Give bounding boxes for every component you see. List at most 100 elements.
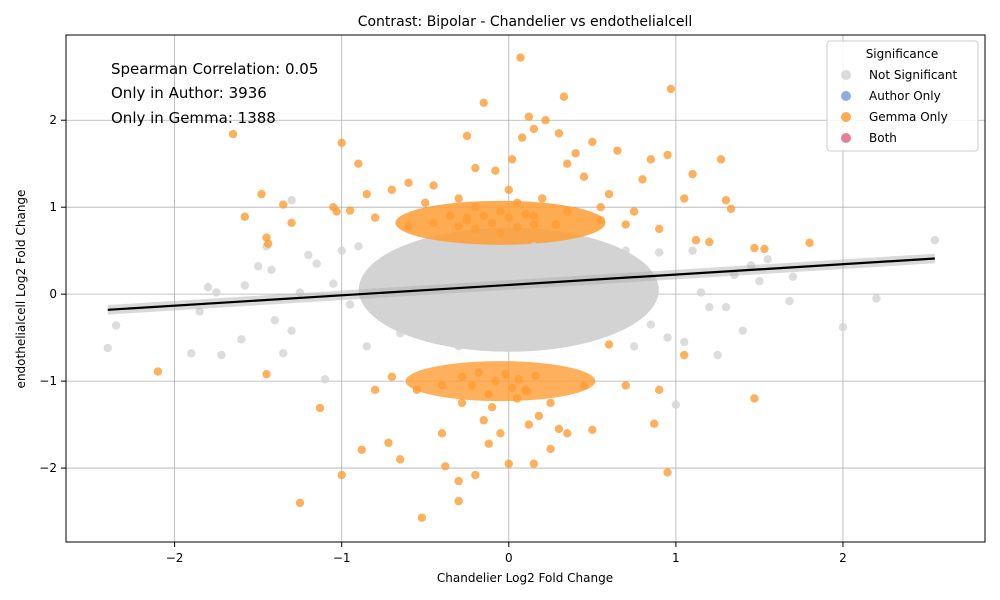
data-point bbox=[345, 206, 355, 215]
axis-ticks: −2 −1 0 1 2 −2 −1 0 1 2 bbox=[39, 113, 846, 565]
data-point bbox=[507, 155, 517, 164]
data-point bbox=[295, 288, 305, 297]
y-tick-label: 2 bbox=[49, 113, 57, 127]
data-point bbox=[267, 265, 276, 275]
x-tick-label: 2 bbox=[839, 551, 847, 565]
series-gemma-only bbox=[153, 53, 814, 522]
legend-marker-gemma-only bbox=[841, 112, 851, 122]
data-point bbox=[454, 476, 463, 486]
data-point bbox=[517, 133, 527, 142]
data-point bbox=[872, 294, 881, 303]
data-point bbox=[370, 213, 380, 222]
x-axis-label: Chandelier Log2 Fold Change bbox=[437, 571, 613, 585]
annotation-spearman: Spearman Correlation: 0.05 bbox=[111, 60, 318, 78]
data-point bbox=[487, 218, 497, 228]
data-point bbox=[203, 282, 213, 292]
data-point bbox=[588, 425, 597, 435]
data-point bbox=[738, 326, 747, 335]
data-point bbox=[287, 326, 296, 335]
data-point bbox=[421, 272, 430, 281]
data-point bbox=[462, 216, 472, 225]
series-gemma-only bbox=[454, 209, 540, 399]
legend-label-gemma-only: Gemma Only bbox=[869, 110, 948, 124]
data-point bbox=[559, 92, 569, 101]
data-point bbox=[187, 349, 196, 358]
data-point bbox=[507, 383, 517, 393]
data-point bbox=[930, 236, 940, 245]
series-not-significant bbox=[103, 196, 940, 409]
data-point bbox=[654, 224, 664, 234]
y-axis-label: endothelialcell Log2 Fold Change bbox=[14, 190, 28, 389]
data-point bbox=[462, 333, 472, 342]
data-point bbox=[471, 276, 480, 286]
data-point bbox=[467, 381, 477, 390]
data-point bbox=[370, 263, 380, 273]
data-point bbox=[654, 248, 664, 257]
data-point bbox=[304, 250, 313, 260]
data-point bbox=[563, 207, 572, 216]
data-point bbox=[395, 455, 405, 464]
data-point bbox=[671, 400, 681, 409]
data-point bbox=[638, 175, 647, 184]
data-point bbox=[529, 124, 539, 134]
data-point bbox=[329, 279, 338, 288]
data-point bbox=[479, 98, 488, 108]
data-point bbox=[337, 246, 346, 255]
data-point bbox=[370, 385, 380, 395]
regression-fit-line bbox=[107, 257, 935, 311]
data-point bbox=[467, 288, 477, 297]
data-point bbox=[437, 381, 447, 390]
y-tick-label: 1 bbox=[49, 200, 57, 214]
data-point bbox=[487, 255, 497, 264]
data-point bbox=[270, 316, 280, 325]
plot-frame bbox=[65, 34, 986, 543]
data-point bbox=[454, 222, 463, 231]
data-point bbox=[195, 307, 204, 316]
data-point bbox=[514, 375, 524, 384]
data-point bbox=[688, 246, 697, 255]
data-point bbox=[228, 129, 238, 139]
x-tick-label: −1 bbox=[333, 551, 351, 565]
data-point bbox=[312, 259, 321, 268]
data-point bbox=[454, 194, 463, 203]
y-tick-label: 0 bbox=[49, 287, 57, 301]
data-point bbox=[357, 445, 366, 455]
x-tick-label: 0 bbox=[505, 551, 513, 565]
data-point bbox=[217, 350, 226, 360]
data-point bbox=[354, 159, 363, 168]
data-point bbox=[496, 229, 505, 238]
data-point bbox=[441, 462, 450, 471]
annotation-author-only: Only in Author: 3936 bbox=[111, 84, 267, 102]
data-point bbox=[471, 224, 480, 234]
data-point bbox=[524, 112, 534, 121]
data-point bbox=[484, 389, 493, 399]
data-point bbox=[726, 204, 736, 214]
data-point bbox=[345, 300, 355, 309]
data-point bbox=[760, 244, 769, 254]
data-point bbox=[763, 255, 772, 264]
data-point bbox=[315, 403, 325, 413]
data-point bbox=[484, 439, 493, 448]
data-point bbox=[429, 320, 438, 329]
data-point bbox=[524, 420, 534, 429]
data-point bbox=[320, 375, 330, 384]
data-point bbox=[563, 159, 572, 168]
data-point bbox=[387, 185, 397, 194]
data-point bbox=[491, 166, 500, 175]
y-tick-label: −2 bbox=[39, 461, 57, 475]
data-point bbox=[750, 243, 759, 253]
data-point bbox=[287, 218, 296, 228]
data-point bbox=[362, 276, 371, 286]
data-point bbox=[253, 262, 263, 271]
data-point bbox=[571, 149, 580, 158]
data-point bbox=[404, 316, 413, 325]
data-point bbox=[805, 238, 814, 248]
x-tick-label: 1 bbox=[672, 551, 680, 565]
data-point bbox=[332, 207, 341, 216]
data-point bbox=[512, 324, 522, 334]
data-point bbox=[504, 459, 513, 468]
data-point bbox=[457, 398, 467, 408]
data-point bbox=[479, 211, 488, 221]
data-point bbox=[462, 131, 472, 141]
data-point bbox=[721, 302, 731, 312]
